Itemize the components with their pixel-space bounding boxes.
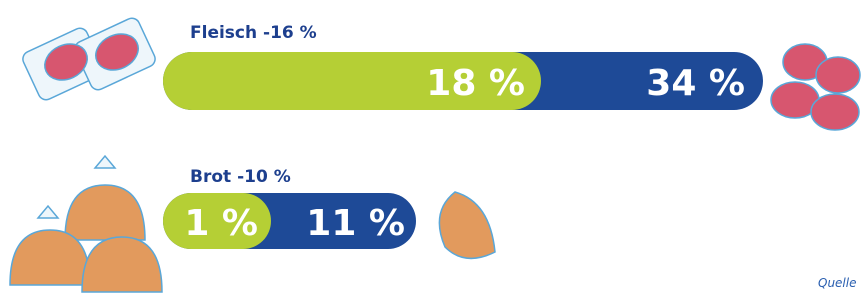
inner-label: 18 % <box>426 63 525 104</box>
infographic: Fleisch -16 % 18 % 34 % Brot -10 % 1 % 1… <box>0 0 862 300</box>
meat-pile-icon <box>771 44 860 130</box>
page: {"rows": [ {"title": "Fleisch -16 %", "i… <box>0 0 862 300</box>
bread-icon <box>10 156 162 292</box>
row-title: Fleisch -16 % <box>190 23 317 43</box>
row-title: Brot -10 % <box>190 167 291 187</box>
inner-label: 1 % <box>184 203 258 244</box>
source: Quelle <box>818 276 856 290</box>
outer-label: 11 % <box>306 203 405 244</box>
outer-label: 34 % <box>646 63 745 104</box>
meat-icon <box>20 16 157 103</box>
bread-slice-icon <box>439 192 495 258</box>
